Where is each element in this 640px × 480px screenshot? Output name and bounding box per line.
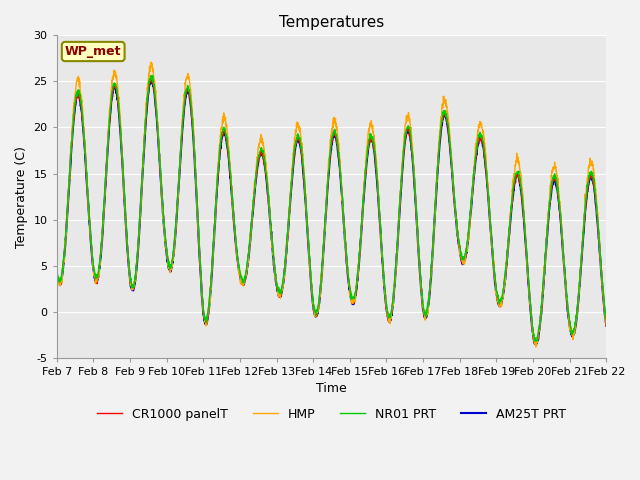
NR01 PRT — [554, 192, 562, 198]
NR01 PRT — [360, 193, 367, 199]
HMP — [53, 268, 61, 274]
NR01 PRT — [206, 287, 214, 292]
AM25T PRT — [360, 199, 367, 204]
Line: NR01 PRT: NR01 PRT — [57, 75, 606, 341]
CR1000 panelT — [360, 197, 367, 203]
AM25T PRT — [602, 323, 610, 329]
NR01 PRT — [602, 317, 610, 323]
NR01 PRT — [53, 269, 61, 275]
CR1000 panelT — [53, 268, 61, 274]
HMP — [360, 193, 367, 199]
NR01 PRT — [148, 72, 156, 78]
CR1000 panelT — [570, 330, 577, 336]
HMP — [492, 278, 499, 284]
HMP — [602, 323, 610, 329]
Title: Temperatures: Temperatures — [279, 15, 384, 30]
HMP — [348, 300, 355, 305]
Text: WP_met: WP_met — [65, 45, 122, 58]
Line: HMP: HMP — [57, 62, 606, 347]
CR1000 panelT — [492, 282, 499, 288]
HMP — [532, 344, 540, 350]
HMP — [554, 176, 562, 182]
Line: AM25T PRT: AM25T PRT — [57, 79, 606, 345]
CR1000 panelT — [554, 192, 562, 198]
AM25T PRT — [492, 281, 499, 287]
CR1000 panelT — [602, 322, 610, 328]
Line: CR1000 panelT: CR1000 panelT — [57, 77, 606, 345]
HMP — [206, 290, 214, 296]
Legend: CR1000 panelT, HMP, NR01 PRT, AM25T PRT: CR1000 panelT, HMP, NR01 PRT, AM25T PRT — [92, 403, 572, 426]
NR01 PRT — [532, 338, 540, 344]
AM25T PRT — [532, 342, 540, 348]
HMP — [570, 329, 577, 335]
HMP — [148, 59, 156, 65]
CR1000 panelT — [147, 74, 154, 80]
Y-axis label: Temperature (C): Temperature (C) — [15, 145, 28, 248]
CR1000 panelT — [206, 291, 214, 297]
AM25T PRT — [570, 331, 577, 337]
NR01 PRT — [492, 277, 499, 283]
X-axis label: Time: Time — [316, 383, 347, 396]
AM25T PRT — [148, 76, 156, 82]
AM25T PRT — [206, 291, 214, 297]
AM25T PRT — [554, 194, 562, 200]
AM25T PRT — [53, 271, 61, 277]
CR1000 panelT — [348, 295, 355, 301]
NR01 PRT — [570, 329, 577, 335]
NR01 PRT — [348, 291, 355, 297]
AM25T PRT — [348, 297, 355, 302]
CR1000 panelT — [532, 342, 540, 348]
